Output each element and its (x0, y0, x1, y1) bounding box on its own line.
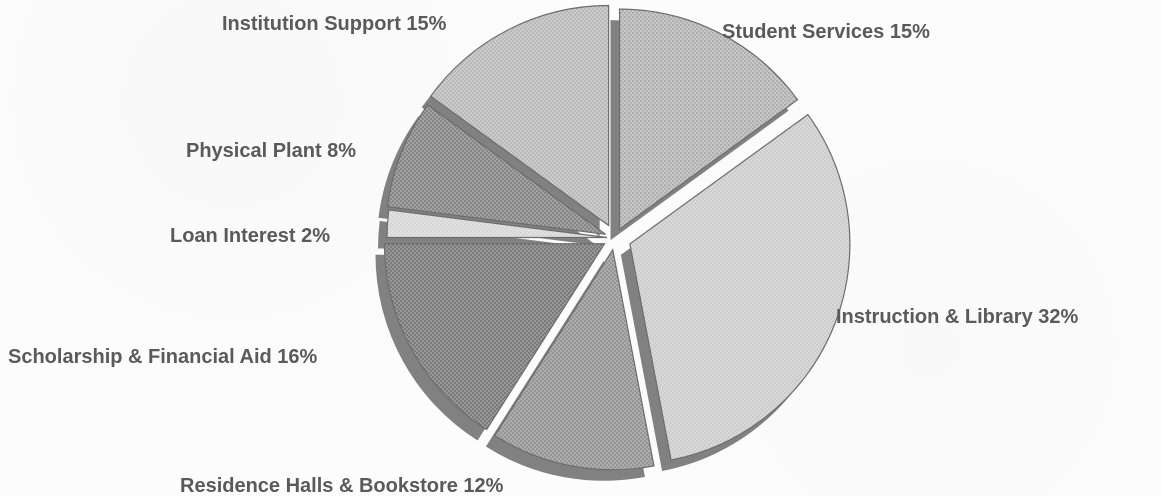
slice-label-0: Student Services 15% (722, 21, 930, 43)
slice-label-1: Instruction & Library 32% (836, 306, 1078, 328)
pie-slice-6 (429, 4, 610, 227)
slice-label-6: Institution Support 15% (222, 13, 447, 35)
slice-label-2: Residence Halls & Bookstore 12% (180, 475, 504, 496)
slice-label-4: Loan Interest 2% (170, 225, 330, 247)
slice-label-3: Scholarship & Financial Aid 16% (8, 346, 318, 368)
slice-layer (383, 4, 851, 471)
pie-slice-2 (494, 248, 655, 471)
pie-slice-0 (618, 8, 799, 231)
pie-slice-1 (629, 113, 851, 461)
pie-slice-5 (386, 104, 607, 235)
slice-label-5: Physical Plant 8% (186, 140, 356, 162)
label-layer: Student Services 15% Instruction & Librar… (8, 13, 1078, 496)
pie-slice-4 (386, 209, 608, 239)
pie-slice-3 (383, 243, 606, 431)
